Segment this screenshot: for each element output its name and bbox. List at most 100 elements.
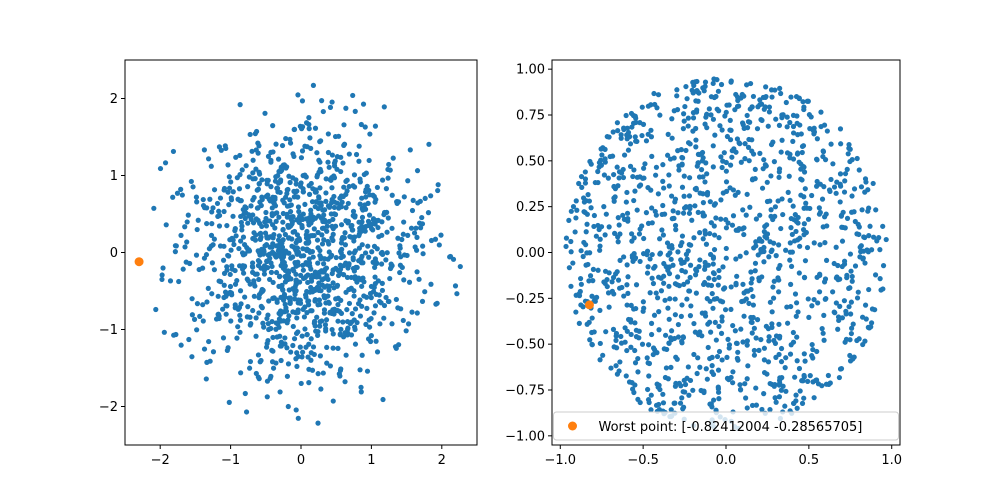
data-point	[710, 305, 716, 311]
data-point	[397, 262, 404, 268]
data-point	[758, 246, 764, 253]
data-point	[665, 305, 671, 311]
data-point	[351, 172, 358, 178]
data-point	[237, 329, 243, 335]
data-point	[761, 391, 767, 397]
data-point	[633, 119, 639, 126]
data-point	[657, 112, 663, 118]
data-point	[221, 294, 227, 301]
data-point	[271, 232, 277, 238]
y-tick-label: 2	[110, 92, 118, 107]
data-point	[251, 293, 257, 299]
data-point	[308, 336, 314, 342]
data-point	[452, 283, 459, 289]
data-point	[809, 341, 815, 348]
data-point	[768, 213, 774, 219]
data-point	[709, 404, 715, 410]
data-point	[870, 180, 876, 187]
data-point	[651, 265, 657, 271]
data-point	[242, 294, 248, 300]
data-point	[282, 231, 288, 238]
data-point	[342, 242, 349, 248]
data-point	[693, 187, 699, 193]
data-point	[719, 357, 725, 363]
data-point	[321, 217, 328, 223]
data-point	[162, 160, 169, 166]
data-point	[581, 199, 587, 205]
data-point	[381, 104, 387, 110]
data-point	[773, 333, 780, 339]
data-point	[627, 141, 634, 147]
data-point	[831, 260, 837, 267]
data-point	[372, 258, 378, 264]
data-point	[317, 353, 323, 359]
data-point	[690, 115, 697, 121]
data-point	[359, 253, 365, 259]
data-point	[729, 222, 736, 228]
data-point	[632, 347, 638, 354]
data-point	[686, 392, 692, 398]
data-point	[310, 82, 317, 88]
data-point	[831, 184, 838, 190]
data-point	[207, 358, 213, 364]
data-point	[810, 355, 816, 361]
data-point	[435, 182, 441, 188]
data-point	[432, 236, 439, 242]
data-point	[730, 213, 737, 219]
data-point	[226, 174, 232, 180]
data-point	[253, 333, 259, 339]
data-point	[416, 220, 423, 226]
data-point	[572, 229, 578, 235]
data-point	[316, 280, 322, 286]
data-point	[337, 373, 343, 379]
data-point	[276, 250, 282, 256]
data-point	[356, 158, 362, 164]
data-point	[230, 237, 236, 243]
data-point	[295, 329, 301, 335]
data-point	[761, 259, 767, 265]
data-point	[710, 270, 717, 276]
data-point	[837, 303, 843, 309]
data-point	[787, 155, 793, 161]
y-tick-label: −0.75	[505, 384, 545, 399]
data-point	[804, 98, 810, 104]
data-point	[300, 267, 306, 273]
data-point	[268, 269, 275, 275]
y-tick-label: −1.00	[505, 429, 545, 444]
data-point	[220, 257, 227, 263]
data-point	[776, 166, 783, 172]
data-point	[681, 404, 687, 410]
data-point	[388, 261, 394, 267]
data-point	[644, 270, 651, 276]
data-point	[374, 184, 380, 191]
data-point	[578, 248, 584, 254]
data-point	[624, 210, 631, 216]
data-point	[784, 304, 790, 310]
data-point	[615, 183, 621, 189]
data-point	[650, 345, 657, 351]
data-point	[170, 194, 176, 200]
data-point	[747, 204, 753, 210]
data-point	[338, 366, 344, 372]
data-point	[691, 351, 697, 358]
data-point	[615, 215, 621, 221]
data-point	[732, 107, 738, 113]
data-point	[321, 261, 327, 267]
data-point	[792, 238, 798, 244]
data-point	[637, 258, 643, 265]
data-point	[657, 236, 663, 242]
data-point	[614, 371, 621, 377]
data-point	[311, 351, 317, 358]
data-point	[330, 280, 336, 286]
data-point	[749, 104, 755, 110]
data-point	[209, 291, 215, 297]
data-point	[322, 256, 328, 262]
legend-marker	[568, 421, 577, 431]
data-point	[789, 249, 795, 255]
data-point	[587, 250, 593, 256]
data-point	[218, 279, 224, 285]
data-point	[386, 161, 392, 168]
data-point	[384, 250, 390, 256]
data-point	[640, 308, 646, 314]
data-point	[666, 172, 672, 178]
